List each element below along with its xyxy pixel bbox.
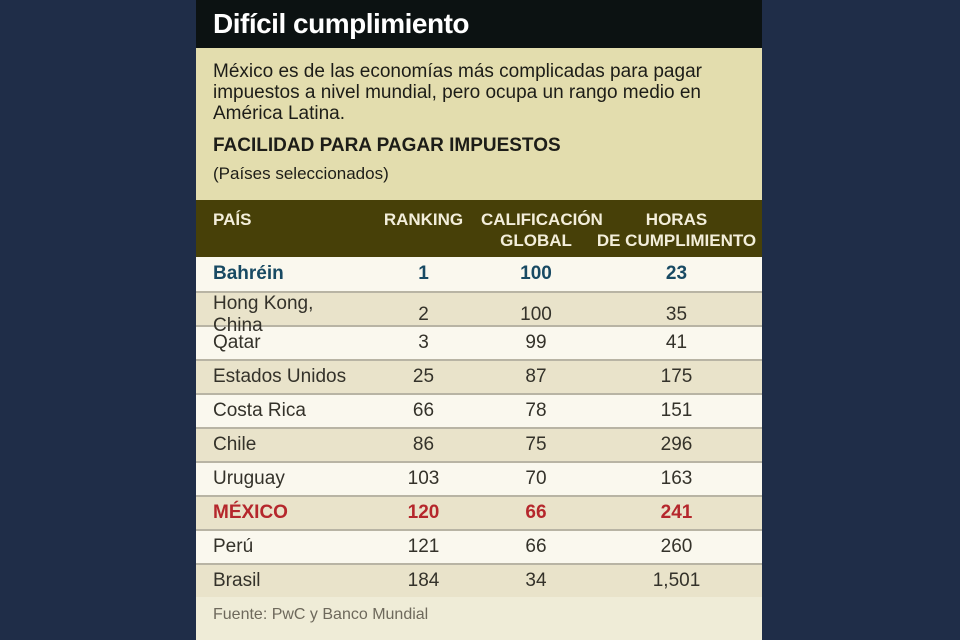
intro-text: México es de las economías más complicad… [213, 61, 702, 124]
cell-pais: Bahréin [213, 263, 284, 284]
cell-calificacion: 75 [525, 434, 547, 455]
section-subheading: (Países seleccionados) [213, 164, 389, 183]
cell-ranking: 66 [412, 400, 435, 421]
cell-pais: Perú [213, 536, 254, 557]
column-header-horas: HORAS DE CUMPLIMIENTO [591, 209, 762, 257]
table-row: Costa Rica 66 78 151 [196, 393, 762, 427]
table-row: Uruguay 103 70 163 [196, 461, 762, 495]
cell-pais: Uruguay [213, 468, 285, 489]
cell-calificacion: 34 [525, 570, 547, 591]
cell-horas: 241 [660, 502, 693, 523]
intro-section: México es de las economías más complicad… [196, 48, 762, 200]
table-row: Qatar 3 99 41 [196, 325, 762, 359]
cell-calificacion: 70 [525, 468, 547, 489]
cell-ranking: 25 [412, 366, 435, 387]
cell-ranking: 1 [418, 263, 429, 284]
column-header-line1: HORAS [645, 210, 708, 229]
source-text: Fuente: PwC y Banco Mundial [213, 606, 429, 623]
cell-horas: 163 [660, 468, 693, 489]
cell-ranking: 3 [418, 332, 429, 353]
cell-pais: MÉXICO [213, 502, 288, 523]
section-heading: FACILIDAD PARA PAGAR IMPUESTOS [213, 135, 561, 156]
table-row: Hong Kong, China 2 100 35 [196, 291, 762, 336]
table-row: Bahréin 1 100 23 [196, 257, 762, 291]
data-table: PAÍS RANKING CALIFICACIÓN GLOBAL HORAS DE CUM… [196, 200, 762, 597]
cell-calificacion: 100 [520, 304, 552, 325]
cell-pais: Hong Kong, China [213, 293, 314, 336]
column-header-line1: CALIFICACIÓN [481, 210, 603, 229]
infographic-panel: Difícil cumplimiento México es de las ec… [196, 0, 762, 640]
cell-horas: 1,501 [652, 570, 701, 591]
table-row: Brasil 184 34 1,501 [196, 563, 762, 597]
cell-ranking: 103 [407, 468, 440, 489]
cell-calificacion: 100 [520, 263, 552, 284]
cell-pais: Brasil [213, 570, 261, 591]
column-header-line2: GLOBAL [500, 231, 572, 250]
page-title: Difícil cumplimiento [213, 8, 470, 39]
column-header-calificacion: CALIFICACIÓN GLOBAL [481, 209, 603, 257]
table-row: Estados Unidos 25 87 175 [196, 359, 762, 393]
column-header-ranking: RANKING [366, 209, 481, 257]
cell-ranking: 120 [407, 502, 440, 523]
cell-horas: 151 [660, 400, 693, 421]
title-bar: Difícil cumplimiento [196, 0, 762, 48]
cell-horas: 41 [665, 332, 688, 353]
cell-pais: Qatar [213, 332, 261, 353]
column-header-pais: PAÍS [196, 209, 366, 257]
cell-horas: 260 [660, 536, 693, 557]
cell-ranking: 184 [407, 570, 440, 591]
cell-pais: Chile [213, 434, 257, 455]
cell-ranking: 86 [412, 434, 435, 455]
table-header-row: PAÍS RANKING CALIFICACIÓN GLOBAL HORAS DE CUM… [196, 200, 762, 257]
table-row: Perú 121 66 260 [196, 529, 762, 563]
column-header-line1: RANKING [383, 210, 464, 229]
cell-calificacion: 87 [525, 366, 547, 387]
cell-ranking: 2 [418, 304, 429, 325]
cell-calificacion: 66 [525, 536, 547, 557]
column-header-line2: DE CUMPLIMIENTO [596, 231, 757, 250]
table-row: Chile 86 75 296 [196, 427, 762, 461]
cell-horas: 175 [660, 366, 693, 387]
cell-calificacion: 66 [525, 502, 547, 523]
cell-calificacion: 78 [525, 400, 547, 421]
table-body: Bahréin 1 100 23 Hong Kong, China 2 100 35 Qatar… [196, 257, 762, 597]
cell-pais: Estados Unidos [213, 366, 347, 387]
table-row: MÉXICO 120 66 241 [196, 495, 762, 529]
cell-pais: Costa Rica [213, 400, 306, 421]
cell-calificacion: 99 [525, 332, 547, 353]
cell-horas: 23 [665, 263, 688, 284]
source-footer: Fuente: PwC y Banco Mundial [196, 597, 762, 640]
cell-horas: 35 [665, 304, 688, 325]
column-header-line1: PAÍS [213, 210, 252, 229]
cell-horas: 296 [660, 434, 693, 455]
cell-ranking: 121 [407, 536, 440, 557]
